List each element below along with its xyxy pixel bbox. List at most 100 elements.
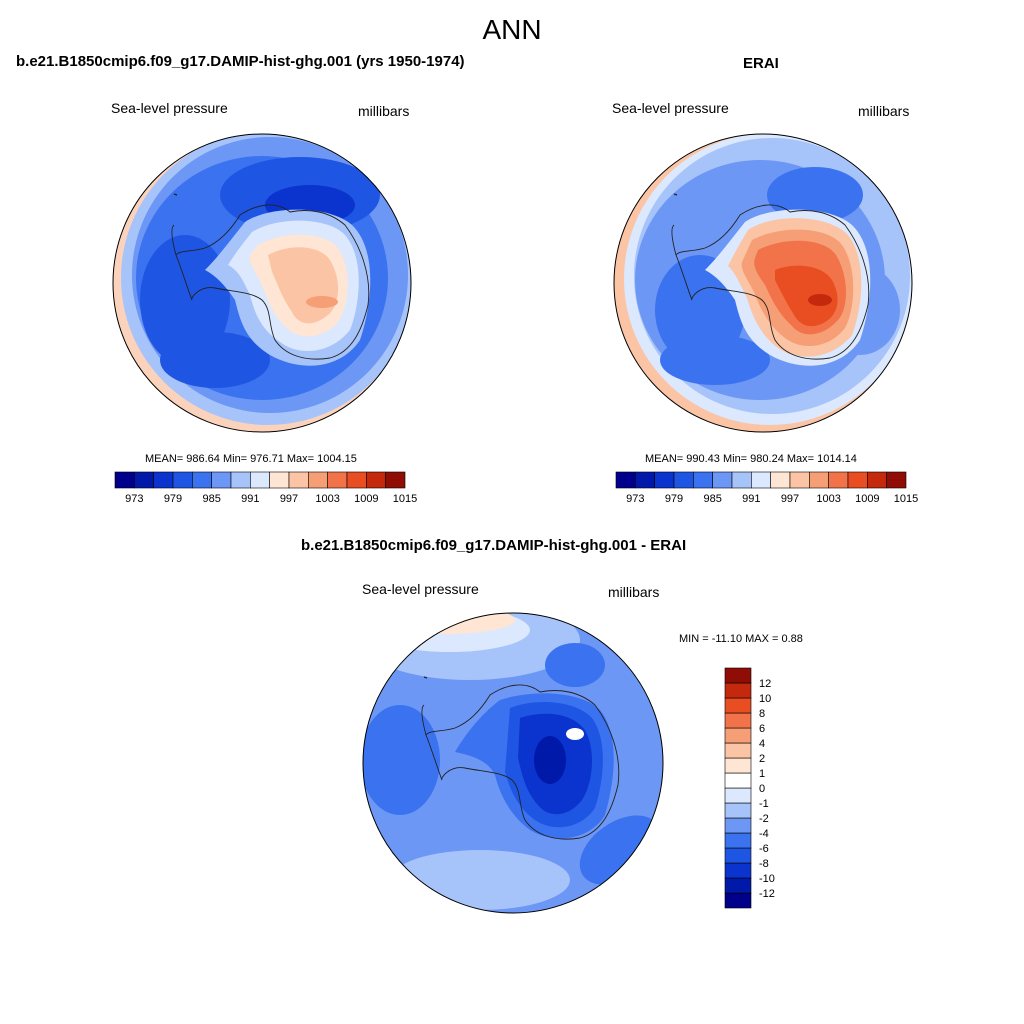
colorbar-tick-label: 1009 xyxy=(855,493,879,505)
colorbar-tick-label: 985 xyxy=(703,493,721,505)
colorbar-cell xyxy=(751,471,771,489)
colorbar-cell xyxy=(724,727,752,744)
colorbar-tick-label: 1 xyxy=(759,768,765,780)
colorbar-tick-label: -12 xyxy=(759,888,775,900)
panel2-field-label: Sea-level pressure xyxy=(612,100,729,116)
colorbar-cell xyxy=(211,471,232,489)
colorbar-tick-label: 979 xyxy=(164,493,182,505)
colorbar-cell xyxy=(269,471,290,489)
colorbar-tick-label: 997 xyxy=(280,493,298,505)
colorbar-erai-cells xyxy=(615,471,907,489)
panel2-stats: MEAN= 990.43 Min= 980.24 Max= 1014.14 xyxy=(645,453,857,465)
colorbar-cell xyxy=(724,682,752,699)
colorbar-cell xyxy=(731,471,752,489)
colorbar-cell xyxy=(724,847,752,864)
colorbar-cell xyxy=(615,471,636,489)
colorbar-cell xyxy=(724,667,752,684)
colorbar-cell xyxy=(153,471,174,489)
colorbar-cell xyxy=(327,471,348,489)
colorbar-cell xyxy=(250,471,270,489)
colorbar-cell xyxy=(724,757,752,774)
colorbar-cell xyxy=(886,471,907,489)
figure-title: ANN xyxy=(482,14,542,45)
colorbar-cell xyxy=(724,877,752,894)
colorbar-tick-label: 0 xyxy=(759,783,765,795)
colorbar-tick-label: 979 xyxy=(665,493,683,505)
colorbar-cell xyxy=(828,471,849,489)
colorbar-tick-label: 8 xyxy=(759,708,765,720)
panel2-units: millibars xyxy=(858,103,910,119)
panel2-title: ERAI xyxy=(743,55,779,72)
colorbar-cell xyxy=(654,471,675,489)
colorbar-cell xyxy=(712,471,733,489)
colorbar-tick-label: 991 xyxy=(241,493,259,505)
panel1-stats: MEAN= 986.64 Min= 976.71 Max= 1004.15 xyxy=(145,453,357,465)
panel3-stats: MIN = -11.10 MAX = 0.88 xyxy=(679,633,803,645)
colorbar-tick-label: -4 xyxy=(759,828,769,840)
colorbar-model: 973 979 985 991 997 1003 1009 1015 xyxy=(114,471,417,505)
panel3-units: millibars xyxy=(608,584,660,600)
colorbar-cell xyxy=(809,471,829,489)
colorbar-cell xyxy=(114,471,135,489)
colorbar-tick-label: 1003 xyxy=(816,493,840,505)
colorbar-tick-label: 973 xyxy=(626,493,644,505)
colorbar-tick-label: -8 xyxy=(759,858,769,870)
colorbar-cell xyxy=(673,471,694,489)
colorbar-cell xyxy=(789,471,810,489)
colorbar-tick-label: -1 xyxy=(759,798,769,810)
colorbar-tick-label: 991 xyxy=(742,493,760,505)
colorbar-cell xyxy=(288,471,309,489)
panel3-field-label: Sea-level pressure xyxy=(362,581,479,597)
panel1-title: b.e21.B1850cmip6.f09_g17.DAMIP-hist-ghg.… xyxy=(16,53,465,70)
colorbar-tick-label: 1003 xyxy=(315,493,339,505)
colorbar-difference-cells xyxy=(724,667,752,909)
colorbar-cell xyxy=(385,471,406,489)
colorbar-tick-label: 973 xyxy=(125,493,143,505)
colorbar-cell xyxy=(724,802,752,819)
colorbar-cell xyxy=(847,471,868,489)
colorbar-cell xyxy=(724,862,752,879)
colorbar-model-ticks: 973 979 985 991 997 1003 1009 1015 xyxy=(125,493,417,505)
colorbar-cell xyxy=(724,697,752,714)
colorbar-cell xyxy=(867,471,887,489)
colorbar-cell xyxy=(230,471,251,489)
colorbar-cell xyxy=(724,787,752,804)
colorbar-tick-label: 985 xyxy=(202,493,220,505)
colorbar-tick-label: 4 xyxy=(759,738,765,750)
colorbar-tick-label: 12 xyxy=(759,678,771,690)
colorbar-tick-label: 997 xyxy=(781,493,799,505)
colorbar-cell xyxy=(172,471,193,489)
colorbar-tick-label: -2 xyxy=(759,813,769,825)
colorbar-cell xyxy=(724,712,752,729)
colorbar-cell xyxy=(724,817,752,834)
colorbar-cell xyxy=(635,471,655,489)
colorbar-tick-label: 1015 xyxy=(894,493,918,505)
colorbar-cell xyxy=(308,471,328,489)
colorbar-cell xyxy=(770,471,791,489)
colorbar-cell xyxy=(724,772,752,789)
colorbar-tick-label: 10 xyxy=(759,693,771,705)
colorbar-cell xyxy=(724,742,752,759)
colorbar-tick-label: -10 xyxy=(759,873,775,885)
colorbar-cell xyxy=(192,471,212,489)
colorbar-tick-label: 1015 xyxy=(393,493,417,505)
colorbar-cell xyxy=(724,832,752,849)
panel3-title: b.e21.B1850cmip6.f09_g17.DAMIP-hist-ghg.… xyxy=(301,537,687,554)
colorbar-cell xyxy=(134,471,154,489)
colorbar-erai: 973 979 985 991 997 1003 1009 1015 xyxy=(615,471,918,505)
colorbar-cell xyxy=(366,471,386,489)
colorbar-model-cells xyxy=(114,471,406,489)
colorbar-tick-label: 1009 xyxy=(354,493,378,505)
colorbar-cell xyxy=(693,471,713,489)
colorbar-cell xyxy=(346,471,367,489)
colorbar-tick-label: 6 xyxy=(759,723,765,735)
colorbar-tick-label: -6 xyxy=(759,843,769,855)
colorbar-erai-ticks: 973 979 985 991 997 1003 1009 1015 xyxy=(626,493,918,505)
colorbar-tick-label: 2 xyxy=(759,753,765,765)
panel1-units: millibars xyxy=(358,103,410,119)
